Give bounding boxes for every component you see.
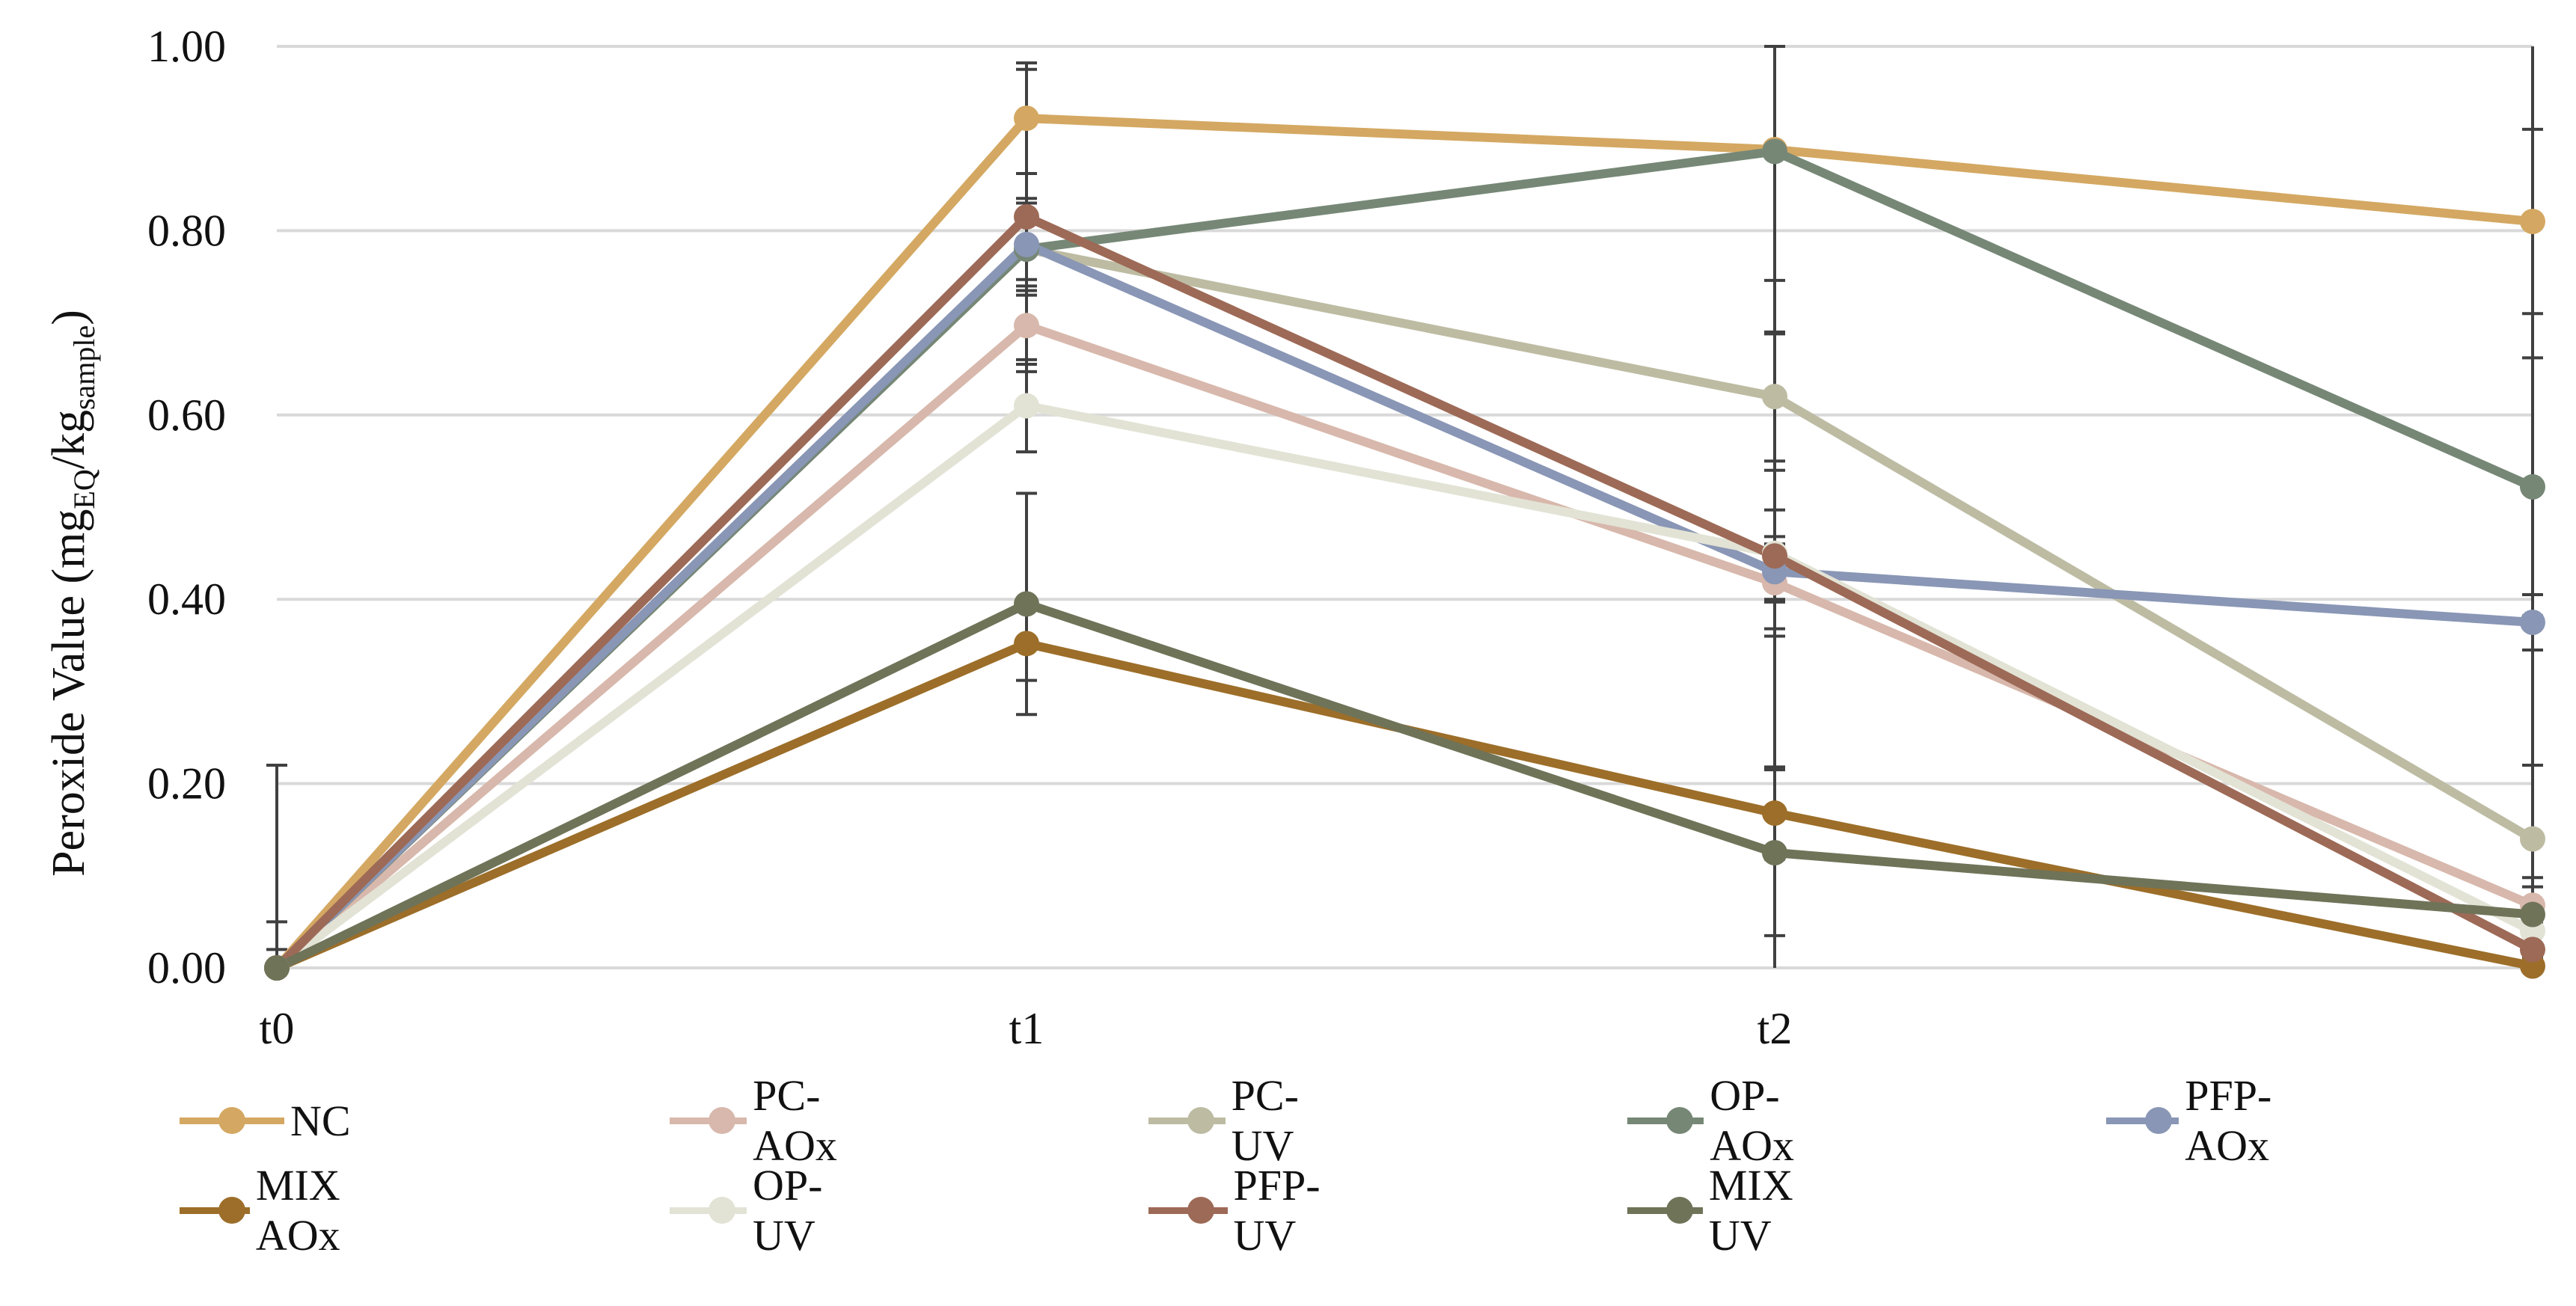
y-tick-label: 0.20: [147, 759, 226, 809]
legend-swatch: [1627, 1091, 1704, 1150]
legend-item: MIX AOx: [180, 1161, 375, 1260]
legend-swatch-line: [1148, 1118, 1226, 1124]
legend-swatch-line: [670, 1207, 747, 1214]
legend-swatch: [670, 1180, 747, 1240]
data-point: [2520, 473, 2545, 500]
y-tick-label: 1.00: [147, 22, 226, 71]
y-tick-label: 0.00: [147, 943, 226, 993]
y-tick-label: 0.40: [147, 574, 226, 624]
y-tick-label: 0.60: [147, 390, 226, 440]
x-tick-label: t0: [260, 1004, 295, 1053]
data-point: [1014, 203, 1039, 230]
legend-swatch-dot: [709, 1107, 735, 1134]
data-point: [1014, 105, 1039, 132]
y-axis-label-mid: /kg: [43, 410, 94, 469]
legend-item: PC-AOx: [670, 1071, 865, 1170]
legend-swatch-dot: [218, 1107, 245, 1134]
series-line: [272, 401, 2537, 972]
legend-label: NC: [290, 1096, 351, 1145]
legend-label: OP-UV: [753, 1161, 823, 1260]
data-point: [1762, 543, 1787, 569]
y-axis-label-end: ): [43, 310, 94, 325]
legend-swatch-dot: [1666, 1197, 1693, 1224]
legend-item: PC-UV: [1148, 1071, 1327, 1170]
legend-item: OP-UV: [670, 1161, 850, 1260]
data-point: [2520, 901, 2545, 928]
data-point: [1762, 800, 1787, 827]
legend-swatch-line: [1627, 1118, 1704, 1124]
legend-label: PC-UV: [1231, 1071, 1299, 1170]
series-line: [272, 212, 2537, 972]
y-axis-label-main: Peroxide Value (mg: [43, 509, 94, 877]
legend-label: PFP-AOx: [2185, 1071, 2272, 1170]
legend-swatch-dot: [1666, 1107, 1693, 1134]
data-point: [1014, 393, 1039, 419]
legend-swatch-dot: [709, 1197, 735, 1224]
data-point: [2520, 936, 2545, 963]
series-line: [272, 239, 2537, 972]
series-line: [272, 147, 2537, 972]
x-axis-ticks: t0 t1 t2: [260, 1004, 1793, 1053]
y-axis-label-sub2: sample: [67, 325, 101, 410]
y-axis-label-sub1: EQ: [67, 469, 101, 509]
legend-item: NC: [180, 1091, 351, 1150]
legend-swatch-dot: [1187, 1107, 1214, 1134]
series-line: [272, 599, 2537, 972]
legend-swatch-dot: [1187, 1197, 1214, 1224]
series-lines: [272, 114, 2537, 972]
legend-label: MIX UV: [1708, 1161, 1793, 1260]
y-axis-label: Peroxide Value (mgEQ/kgsample): [43, 310, 101, 877]
series-line: [272, 114, 2537, 972]
legend-swatch: [2106, 1091, 2179, 1150]
series-line: [272, 245, 2537, 972]
legend-swatch: [1148, 1091, 1226, 1150]
legend-swatch: [180, 1091, 284, 1150]
legend-swatch-dot: [218, 1197, 245, 1224]
x-tick-label: t2: [1757, 1004, 1793, 1053]
data-point: [1014, 231, 1039, 257]
y-tick-label: 0.80: [147, 206, 226, 255]
gridlines: [277, 45, 2534, 969]
data-point: [1762, 138, 1787, 165]
legend-label: PC-AOx: [753, 1071, 837, 1170]
legend-label: OP-AOx: [1710, 1071, 1794, 1170]
legend-label: MIX AOx: [255, 1161, 340, 1260]
data-point: [1014, 313, 1039, 339]
data-point: [1762, 840, 1787, 865]
series-points: [264, 105, 2545, 981]
data-point: [1014, 631, 1039, 657]
legend-item: OP-AOx: [1627, 1071, 1823, 1170]
y-axis-ticks: 0.00 0.20 0.40 0.60 0.80 1.00: [147, 22, 226, 993]
legend-swatch-line: [1627, 1207, 1703, 1214]
legend-swatch: [1148, 1180, 1228, 1240]
data-point: [2520, 826, 2545, 852]
legend-label: PFP-UV: [1233, 1161, 1321, 1260]
error-bars: [266, 45, 2543, 969]
legend-item: PFP-AOx: [2106, 1071, 2304, 1170]
legend-item: PFP-UV: [1148, 1161, 1346, 1260]
data-point: [1762, 384, 1787, 410]
data-point: [2520, 209, 2545, 235]
x-tick-label: t1: [1009, 1004, 1044, 1053]
legend-swatch: [670, 1091, 747, 1150]
legend-swatch: [180, 1180, 250, 1240]
data-point: [2520, 610, 2545, 635]
data-point: [1014, 591, 1039, 617]
legend-swatch-dot: [2145, 1107, 2172, 1134]
data-point: [264, 955, 290, 981]
legend-swatch-line: [180, 1207, 250, 1214]
legend-swatch-line: [2106, 1118, 2179, 1124]
legend-swatch-line: [670, 1118, 747, 1124]
legend-item: MIX UV: [1627, 1161, 1823, 1260]
legend-swatch: [1627, 1180, 1703, 1240]
